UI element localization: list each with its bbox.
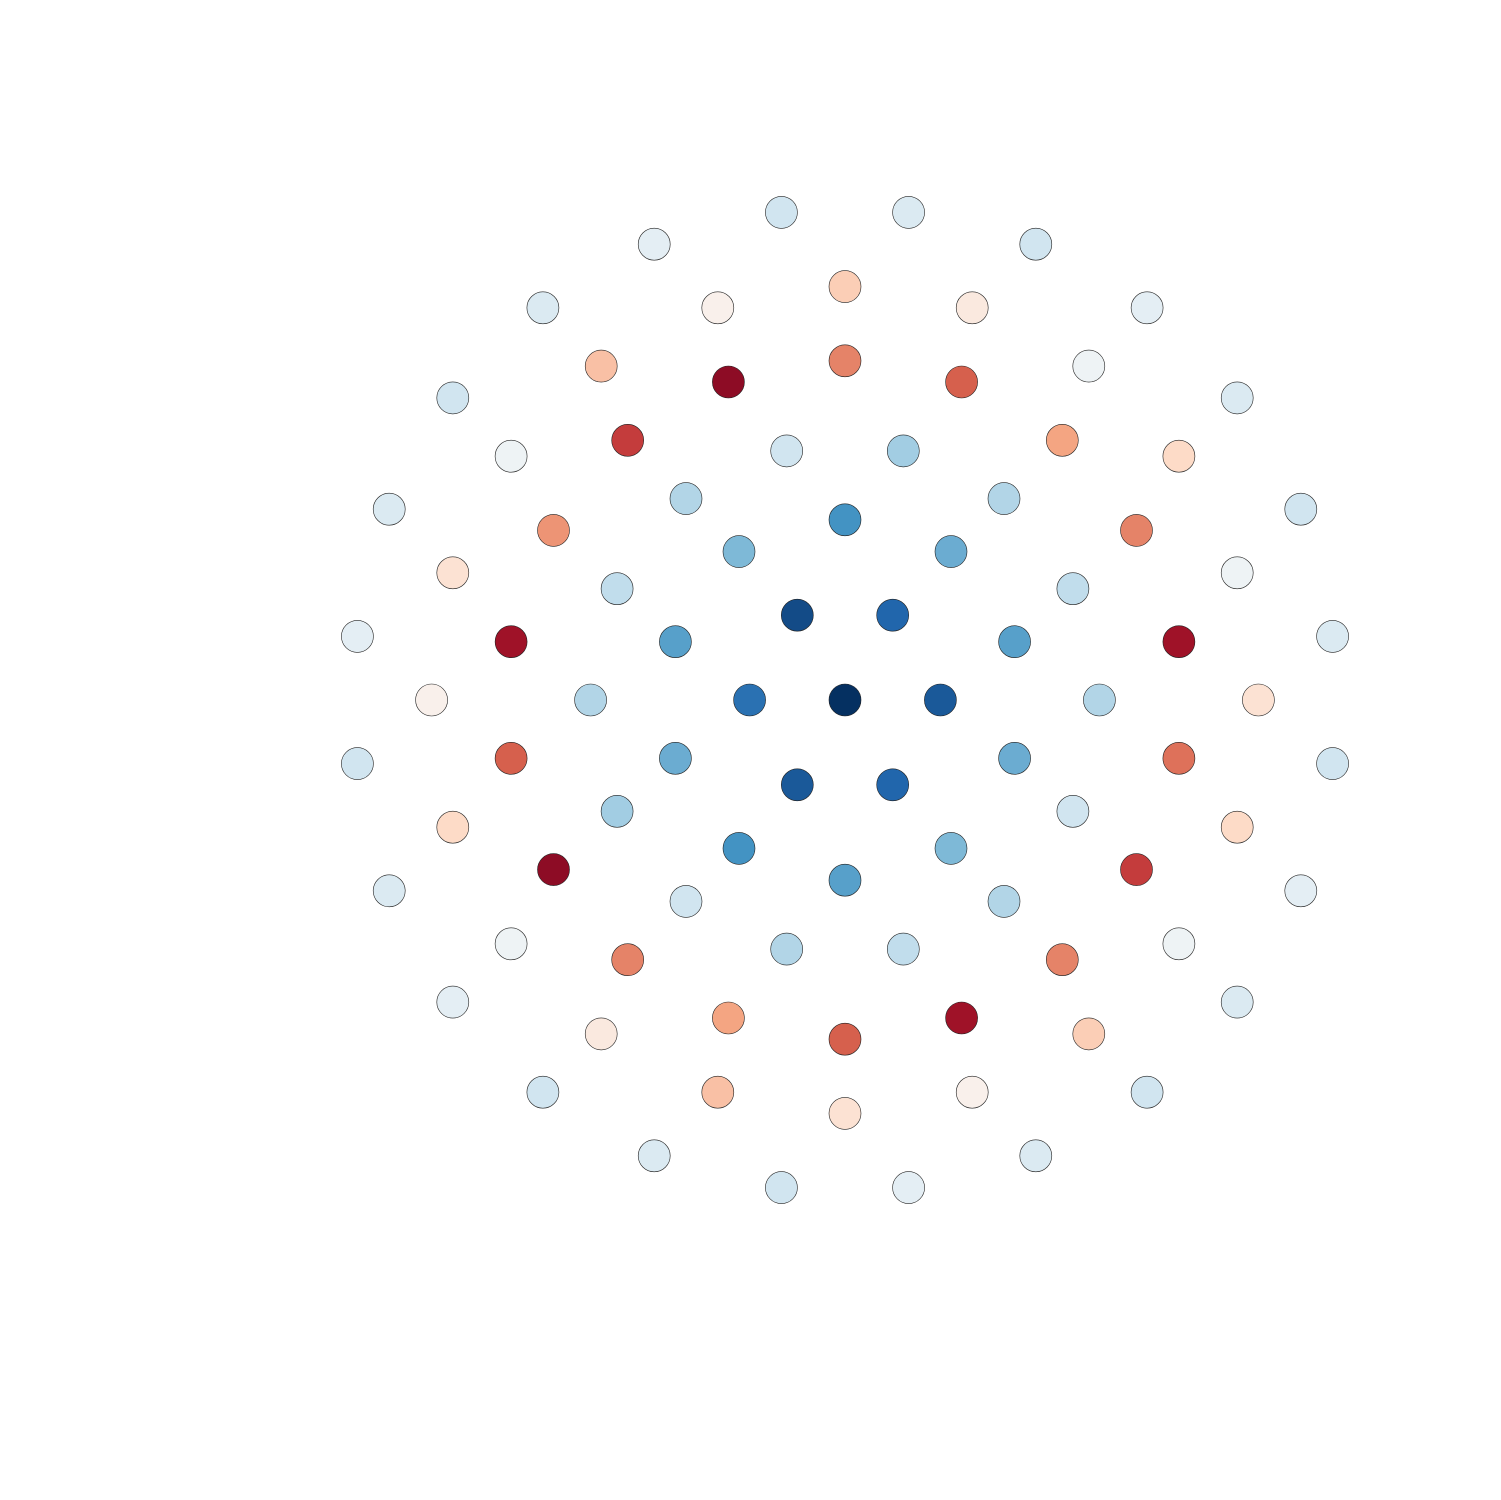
point (494, 741, 528, 775)
point (1130, 291, 1164, 325)
point (828, 503, 862, 537)
point (701, 291, 735, 325)
point (1130, 1075, 1164, 1109)
point (1019, 227, 1053, 261)
point (611, 943, 645, 977)
point (987, 885, 1021, 918)
point (701, 1075, 735, 1109)
point (924, 683, 957, 717)
point (1220, 381, 1254, 415)
point (1242, 683, 1275, 717)
point (537, 853, 570, 886)
point (637, 227, 671, 261)
point (584, 349, 618, 383)
point (1316, 620, 1349, 653)
point (733, 683, 766, 717)
point (600, 572, 634, 606)
point (828, 1097, 862, 1130)
point (892, 1171, 925, 1204)
point (934, 832, 968, 865)
point (828, 1022, 862, 1056)
point (1284, 874, 1318, 908)
point (1120, 514, 1153, 547)
point (537, 514, 570, 547)
point (1220, 556, 1254, 590)
point (828, 863, 862, 897)
point (372, 492, 406, 526)
point (998, 625, 1031, 659)
point (1316, 747, 1349, 780)
point (886, 434, 920, 468)
point (372, 874, 406, 908)
point (526, 1075, 560, 1109)
point (494, 927, 528, 961)
point (770, 932, 804, 966)
point (998, 741, 1031, 775)
point (892, 196, 925, 229)
point (584, 1017, 618, 1051)
point (1046, 423, 1079, 457)
point (574, 683, 607, 717)
point (987, 482, 1021, 515)
point (722, 832, 756, 865)
point (659, 741, 692, 775)
point (415, 683, 448, 717)
point (934, 535, 968, 568)
point (1046, 943, 1079, 977)
point (765, 1171, 798, 1204)
point (780, 598, 814, 632)
point (712, 1001, 745, 1035)
point (494, 439, 528, 473)
point (1220, 810, 1254, 844)
point (611, 423, 645, 457)
point (669, 482, 703, 515)
point (436, 985, 470, 1019)
point (494, 625, 528, 659)
point (1284, 492, 1318, 526)
point (1019, 1139, 1053, 1173)
point (1162, 625, 1196, 659)
point (436, 810, 470, 844)
point (669, 885, 703, 918)
point (436, 556, 470, 590)
point (659, 625, 692, 659)
point (828, 683, 862, 717)
point (722, 535, 756, 568)
point (780, 768, 814, 802)
point (1072, 1017, 1106, 1051)
point (1220, 985, 1254, 1019)
point (828, 344, 862, 378)
point (828, 270, 862, 303)
point (436, 381, 470, 415)
point (876, 598, 910, 632)
point (1162, 439, 1196, 473)
point (712, 365, 745, 399)
point (770, 434, 804, 468)
point (600, 794, 634, 828)
point (955, 291, 989, 325)
point (1083, 683, 1116, 717)
point (1072, 349, 1106, 383)
point (945, 365, 978, 399)
point (1162, 741, 1196, 775)
point (945, 1001, 978, 1035)
point (341, 747, 374, 780)
point (637, 1139, 671, 1173)
point (1162, 927, 1196, 961)
point (1120, 853, 1153, 886)
point (955, 1075, 989, 1109)
point (341, 620, 374, 653)
point (1056, 572, 1090, 606)
point (876, 768, 910, 802)
point (1056, 794, 1090, 828)
point (765, 196, 798, 229)
point (886, 932, 920, 966)
point (526, 291, 560, 325)
